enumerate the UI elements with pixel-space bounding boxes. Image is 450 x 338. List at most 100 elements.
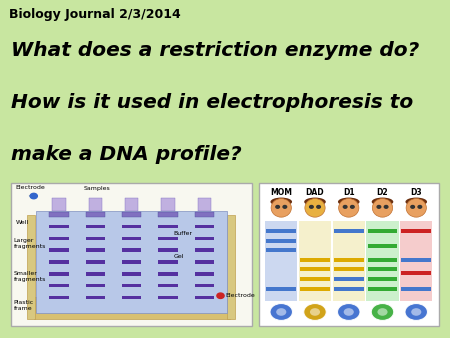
Bar [158,212,178,217]
Bar [86,272,105,276]
Bar [50,237,68,240]
Circle shape [371,304,394,320]
Text: Plastic
frame: Plastic frame [14,300,34,311]
Bar [195,284,214,287]
Bar [368,243,397,247]
Bar [333,221,365,301]
Bar [195,225,214,228]
Bar [122,272,141,276]
Circle shape [384,206,388,208]
Text: DAD: DAD [306,188,324,197]
Ellipse shape [405,197,427,206]
Text: make a DNA profile?: make a DNA profile? [11,145,242,164]
Circle shape [217,293,224,298]
Ellipse shape [373,199,392,217]
Bar [366,221,399,301]
Bar [266,229,296,233]
Bar [50,272,68,276]
Bar [334,277,364,281]
Bar [86,260,105,264]
Text: D1: D1 [343,188,355,197]
Circle shape [351,206,354,208]
Circle shape [276,308,286,316]
FancyBboxPatch shape [227,215,235,319]
Bar [368,267,397,271]
FancyBboxPatch shape [27,215,35,319]
Circle shape [378,308,387,316]
Ellipse shape [270,197,292,206]
Ellipse shape [372,197,393,206]
Text: What does a restriction enzyme do?: What does a restriction enzyme do? [11,41,419,59]
Bar [86,225,105,228]
Text: Larger
fragments: Larger fragments [14,238,46,249]
Ellipse shape [338,199,359,217]
Text: How is it used in electrophoresis to: How is it used in electrophoresis to [11,93,414,112]
Circle shape [405,304,428,320]
Text: Samples: Samples [83,186,110,191]
Bar [158,225,178,228]
Text: Electrode: Electrode [16,185,45,196]
Bar [161,198,175,212]
Bar [368,258,397,262]
Bar [158,272,178,276]
Text: Electrode: Electrode [225,293,255,298]
Bar [198,198,211,212]
Bar [86,237,105,240]
Bar [195,237,214,240]
Bar [368,287,397,291]
Bar [158,260,178,264]
Bar [50,296,68,299]
Bar [334,287,364,291]
Bar [401,287,431,291]
Bar [195,248,214,252]
Bar [401,271,431,275]
Bar [122,284,141,287]
Bar [400,221,432,301]
Ellipse shape [271,199,292,217]
Bar [125,198,138,212]
Circle shape [418,206,422,208]
Bar [158,284,178,287]
Circle shape [411,308,421,316]
Bar [52,198,66,212]
Circle shape [283,206,287,208]
Bar [122,260,141,264]
Bar [401,258,431,262]
Ellipse shape [304,197,326,206]
Bar [334,258,364,262]
Bar [122,248,141,252]
Bar [300,267,330,271]
Text: D3: D3 [410,188,422,197]
Bar [195,272,214,276]
Bar [158,296,178,299]
Bar [50,284,68,287]
Bar [89,198,102,212]
Circle shape [377,206,381,208]
Bar [300,277,330,281]
Circle shape [310,308,320,316]
Bar [50,212,68,217]
Bar [334,229,364,233]
Bar [300,287,330,291]
Text: D2: D2 [377,188,388,197]
Bar [50,248,68,252]
Circle shape [304,304,326,320]
Circle shape [344,308,354,316]
Ellipse shape [406,199,426,217]
Text: Gel: Gel [173,254,184,259]
Circle shape [310,206,313,208]
Bar [158,248,178,252]
FancyBboxPatch shape [34,297,230,319]
Bar [86,284,105,287]
Bar [401,229,431,233]
Bar [36,212,227,313]
Text: Well: Well [16,220,29,224]
Bar [122,212,141,217]
Bar [368,277,397,281]
Bar [266,248,296,252]
Bar [334,267,364,271]
Bar [368,229,397,233]
Text: MOM: MOM [270,188,292,197]
Bar [86,296,105,299]
Bar [299,221,331,301]
